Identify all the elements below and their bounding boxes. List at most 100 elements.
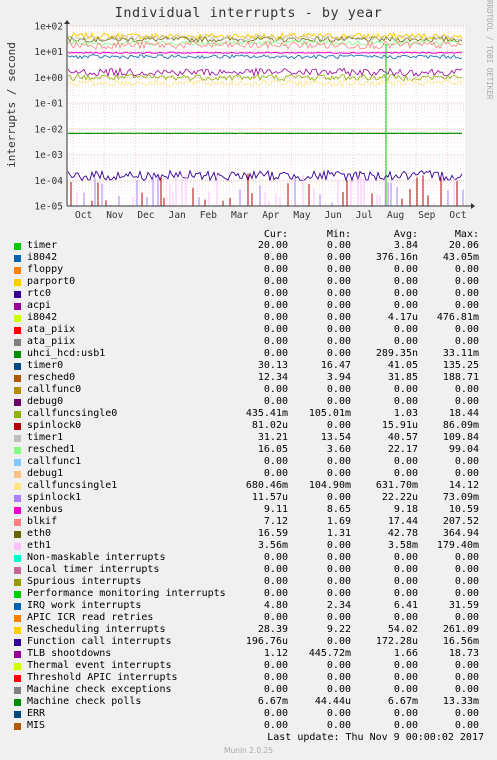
legend-row: acpi 0.00 0.00 0.00 0.00 bbox=[0, 300, 497, 312]
legend-header-max: Max: bbox=[454, 229, 479, 240]
x-tick-label: Mar bbox=[231, 210, 248, 221]
y-tick-label: 1e-02 bbox=[34, 124, 63, 135]
legend-series-name: floppy bbox=[27, 264, 64, 275]
legend-series-name: timer bbox=[27, 240, 58, 251]
legend-value-max: 188.71 bbox=[442, 372, 479, 383]
legend-series-name: debug1 bbox=[27, 468, 64, 479]
legend-value-min: 445.72m bbox=[308, 648, 351, 659]
legend-series-name: IRQ work interrupts bbox=[27, 600, 142, 611]
legend-value-max: 0.00 bbox=[454, 684, 479, 695]
legend-series-name: uhci_hcd:usb1 bbox=[27, 348, 106, 359]
legend-value-max: 86.09m bbox=[442, 420, 479, 431]
legend-value-cur: 0.00 bbox=[263, 396, 288, 407]
y-axis-arrow bbox=[64, 20, 70, 24]
legend-series-name: Local timer interrupts bbox=[27, 564, 160, 575]
legend-value-avg: 40.57 bbox=[387, 432, 418, 443]
legend-row: xenbus 9.11 8.65 9.18 10.59 bbox=[0, 504, 497, 516]
legend-value-min: 3.94 bbox=[326, 372, 351, 383]
rrdtool-watermark: RRDTOOL / TOBI OETIKER bbox=[485, 0, 494, 100]
legend-value-min: 0.00 bbox=[326, 456, 351, 467]
legend-row: IRQ work interrupts 4.80 2.34 6.41 31.59 bbox=[0, 600, 497, 612]
x-tick-label: Oct bbox=[449, 210, 466, 221]
legend-series-name: parport0 bbox=[27, 276, 76, 287]
legend-series-name: Rescheduling interrupts bbox=[27, 624, 166, 635]
y-tick-label: 1e-05 bbox=[34, 202, 63, 213]
y-tick-label: 1e-03 bbox=[34, 150, 63, 161]
legend-value-min: 0.00 bbox=[326, 588, 351, 599]
legend-value-cur: 0.00 bbox=[263, 456, 288, 467]
legend-series-name: blkif bbox=[27, 516, 58, 527]
y-tick-label: 1e+02 bbox=[34, 22, 63, 33]
legend-value-cur: 28.39 bbox=[257, 624, 288, 635]
x-tick-label: May bbox=[293, 210, 310, 221]
legend-series-name: rtc0 bbox=[27, 288, 52, 299]
legend-row: callfunc1 0.00 0.00 0.00 0.00 bbox=[0, 456, 497, 468]
legend-swatch bbox=[14, 543, 21, 550]
legend-value-avg: 42.78 bbox=[387, 528, 418, 539]
legend-value-avg: 0.00 bbox=[393, 588, 418, 599]
legend-value-min: 0.00 bbox=[326, 564, 351, 575]
legend-swatch bbox=[14, 387, 21, 394]
legend-swatch bbox=[14, 291, 21, 298]
legend-value-avg: 15.91u bbox=[381, 420, 418, 431]
legend-value-cur: 31.21 bbox=[257, 432, 288, 443]
legend-value-max: 0.00 bbox=[454, 456, 479, 467]
legend-value-avg: 0.00 bbox=[393, 564, 418, 575]
legend-swatch bbox=[14, 255, 21, 262]
legend-value-max: 16.56m bbox=[442, 636, 479, 647]
legend-swatch bbox=[14, 699, 21, 706]
legend-value-max: 0.00 bbox=[454, 660, 479, 671]
legend-row: spinlock0 81.02u 0.00 15.91u 86.09m bbox=[0, 420, 497, 432]
legend-row: Machine check polls 6.67m 44.44u 6.67m 13.33… bbox=[0, 696, 497, 708]
legend-value-min: 2.34 bbox=[326, 600, 351, 611]
legend-row: spinlock1 11.57u 0.00 22.22u 73.09m bbox=[0, 492, 497, 504]
series-line bbox=[67, 51, 463, 54]
legend-value-min: 1.69 bbox=[326, 516, 351, 527]
legend-value-avg: 0.00 bbox=[393, 276, 418, 287]
x-tick-label: Nov bbox=[106, 210, 123, 221]
legend-value-cur: 3.56m bbox=[257, 540, 288, 551]
legend-value-cur: 0.00 bbox=[263, 660, 288, 671]
legend-value-avg: 1.66 bbox=[393, 648, 418, 659]
legend-swatch bbox=[14, 315, 21, 322]
munin-version: Munin 2.0.25 bbox=[223, 746, 274, 755]
legend-value-min: 0.00 bbox=[326, 672, 351, 683]
legend-swatch bbox=[14, 651, 21, 658]
y-tick-label: 1e-04 bbox=[34, 176, 63, 187]
legend-value-min: 104.90m bbox=[308, 480, 351, 491]
legend-row: Rescheduling interrupts 28.39 9.22 54.02 261… bbox=[0, 624, 497, 636]
legend-row: uhci_hcd:usb1 0.00 0.00 289.35n 33.11m bbox=[0, 348, 497, 360]
legend-value-max: 13.33m bbox=[442, 696, 479, 707]
legend-row: resched0 12.34 3.94 31.85 188.71 bbox=[0, 372, 497, 384]
legend-value-cur: 0.00 bbox=[263, 576, 288, 587]
legend-value-avg: 0.00 bbox=[393, 468, 418, 479]
legend-series-name: xenbus bbox=[27, 504, 64, 515]
legend-value-min: 0.00 bbox=[326, 264, 351, 275]
legend-value-avg: 0.00 bbox=[393, 324, 418, 335]
legend-value-min: 0.00 bbox=[326, 396, 351, 407]
legend-series-name: i8042 bbox=[27, 312, 58, 323]
x-tick-label: Sep bbox=[418, 210, 435, 221]
legend-series-name: callfunc0 bbox=[27, 384, 82, 395]
x-tick-label: Feb bbox=[200, 210, 217, 221]
legend-value-min: 0.00 bbox=[326, 240, 351, 251]
legend-value-max: 14.12 bbox=[448, 480, 479, 491]
legend-value-max: 0.00 bbox=[454, 288, 479, 299]
legend-swatch bbox=[14, 675, 21, 682]
legend-value-max: 0.00 bbox=[454, 588, 479, 599]
y-tick-label: 1e-01 bbox=[34, 99, 63, 110]
legend-value-max: 0.00 bbox=[454, 612, 479, 623]
legend-header-avg: Avg: bbox=[393, 229, 418, 240]
legend-value-max: 0.00 bbox=[454, 552, 479, 563]
y-axis-label: interrupts / second bbox=[5, 42, 18, 168]
legend-value-cur: 435.41m bbox=[245, 408, 288, 419]
legend-value-cur: 0.00 bbox=[263, 588, 288, 599]
legend-value-cur: 11.57u bbox=[251, 492, 288, 503]
legend-value-avg: 0.00 bbox=[393, 672, 418, 683]
legend-value-min: 0.00 bbox=[326, 252, 351, 263]
legend-value-max: 0.00 bbox=[454, 264, 479, 275]
legend-swatch bbox=[14, 579, 21, 586]
legend-row: timer 20.00 0.00 3.84 20.06 bbox=[0, 240, 497, 252]
svg-text:RRDTOOL / TOBI OETIKER: RRDTOOL / TOBI OETIKER bbox=[485, 0, 494, 100]
legend-value-max: 476.81m bbox=[436, 312, 479, 323]
